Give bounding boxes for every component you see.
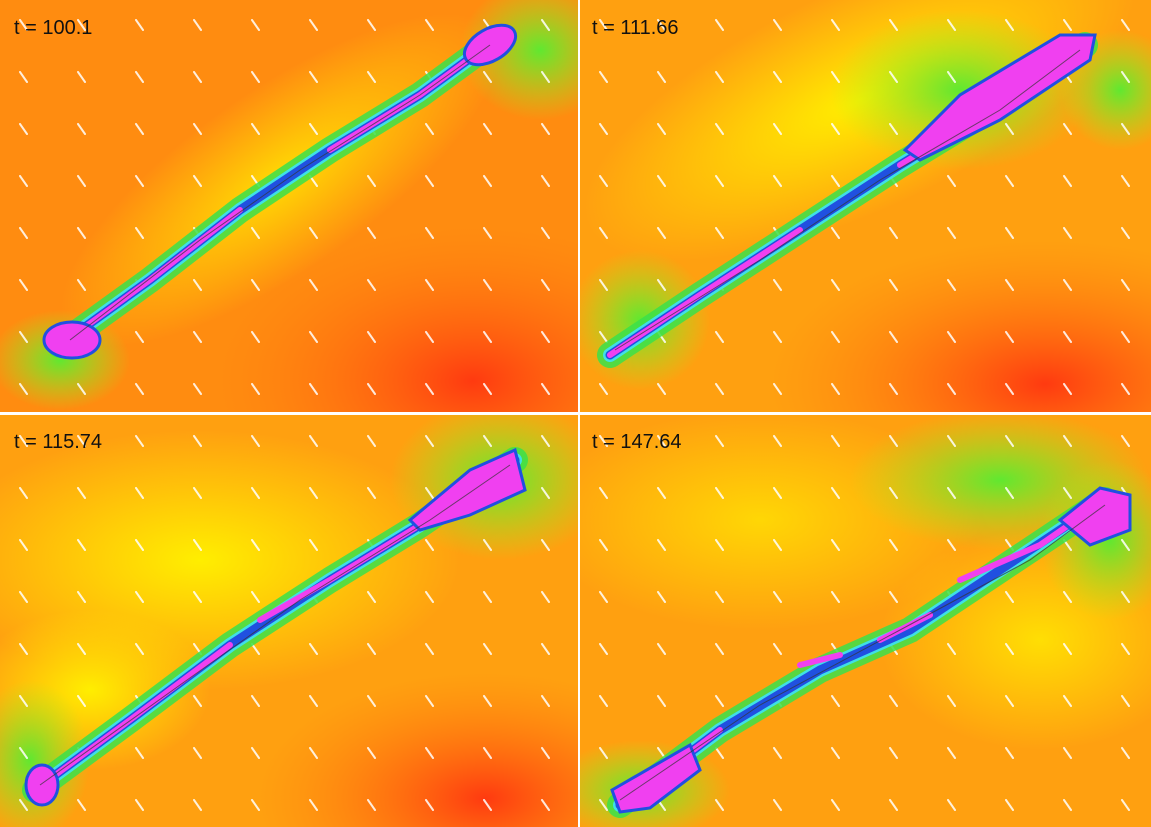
panel: t = 115.74 — [0, 415, 578, 827]
panel: t = 111.66 — [580, 0, 1151, 412]
panel: t = 147.64 — [580, 415, 1151, 827]
panel-label: t = 115.74 — [14, 431, 102, 453]
panel: t = 100.1 — [0, 0, 578, 412]
panel-label: t = 100.1 — [14, 17, 92, 39]
panel-label: t = 111.66 — [592, 17, 679, 39]
panel-label: t = 147.64 — [592, 431, 682, 453]
